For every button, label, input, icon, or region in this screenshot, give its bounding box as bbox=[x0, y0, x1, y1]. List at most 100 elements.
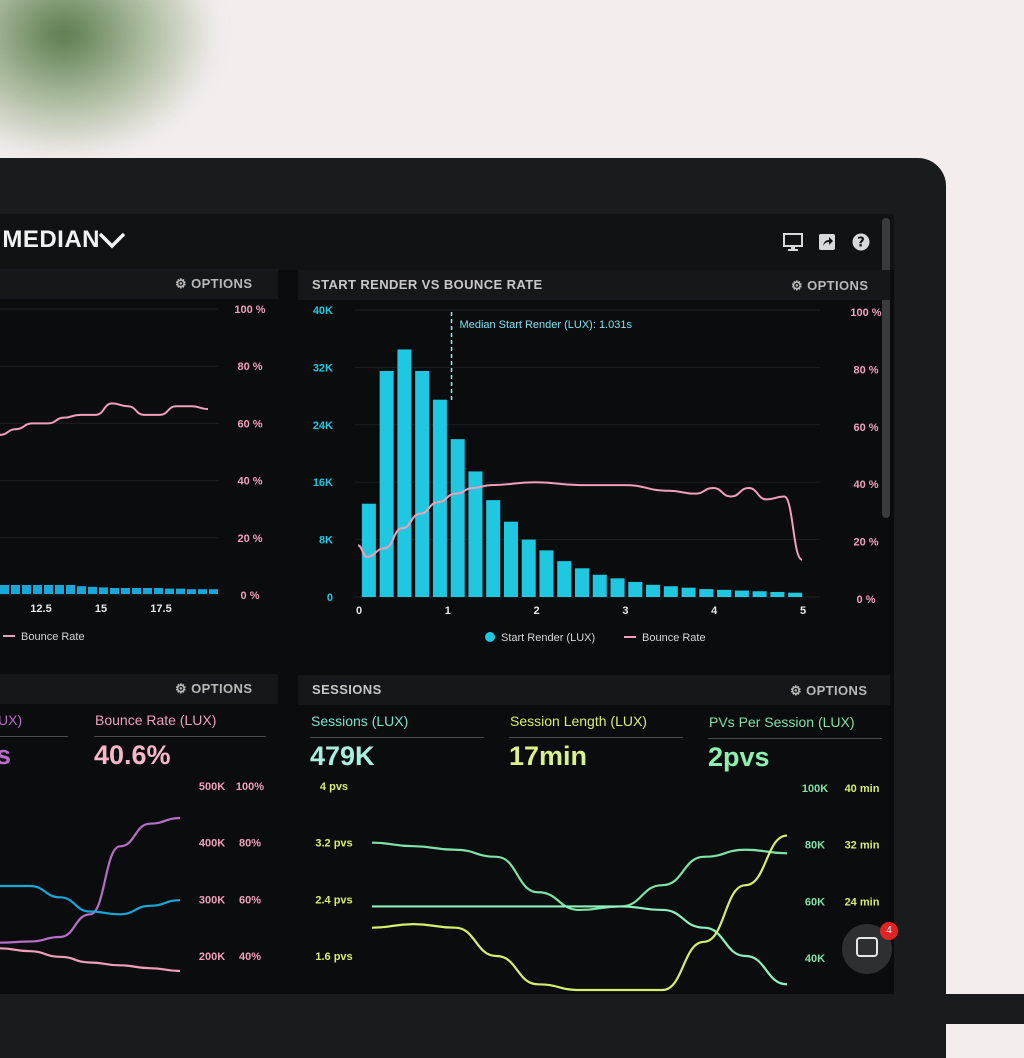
metric-value-pvs-per-session: 2pvs bbox=[708, 742, 770, 772]
bar bbox=[77, 586, 86, 594]
bar bbox=[176, 588, 185, 594]
y2-tick-label: 80% bbox=[239, 838, 261, 850]
median-label: Median Start Render (LUX): 1.031s bbox=[460, 319, 633, 331]
x-tick-label: 3 bbox=[622, 605, 628, 617]
options-button-sessions[interactable]: ⚙ OPTIONS bbox=[790, 683, 868, 698]
metric-label-pvs-per-session: PVs Per Session (LUX) bbox=[709, 714, 855, 730]
metric-divider bbox=[94, 736, 266, 737]
y2-tick-label: 60 % bbox=[853, 422, 878, 434]
metric-value-left-cut: s bbox=[0, 740, 12, 770]
bar bbox=[770, 591, 785, 597]
y2-tick-label: 60K bbox=[805, 896, 825, 908]
y-tick-label: 300K bbox=[199, 894, 225, 906]
y2-tick-label: 100 % bbox=[850, 307, 881, 319]
bar bbox=[788, 592, 803, 597]
bar bbox=[503, 521, 518, 597]
y2-tick-label: 0 % bbox=[241, 590, 260, 602]
panel-bar-render-bounce bbox=[298, 270, 890, 300]
bar bbox=[121, 588, 130, 594]
y-tick-label: 40K bbox=[313, 305, 333, 317]
dashboard-screen: G MEDIAN ? bbox=[0, 214, 894, 994]
y2-tick-label: 0 % bbox=[857, 594, 876, 606]
legend-label-bounce-rate: Bounce Rate bbox=[21, 631, 85, 643]
bar bbox=[397, 349, 412, 597]
metric-divider bbox=[509, 737, 683, 738]
monitor-icon[interactable] bbox=[782, 232, 804, 252]
bar bbox=[99, 587, 108, 594]
panel-bar-left-top bbox=[0, 269, 278, 299]
bar bbox=[55, 585, 64, 594]
x-tick-label: 12.5 bbox=[30, 603, 51, 615]
x-tick-label: 2 bbox=[534, 605, 540, 617]
svg-text:?: ? bbox=[857, 236, 865, 251]
y-tick-label: 4 pvs bbox=[320, 781, 348, 793]
metric-divider bbox=[708, 738, 882, 739]
chevron-down-icon[interactable] bbox=[96, 230, 128, 250]
y2-tick-label: 100K bbox=[802, 783, 828, 795]
y2-tick-label: 80 % bbox=[237, 361, 262, 373]
x-tick-label: 1 bbox=[445, 605, 451, 617]
series-line-mint bbox=[371, 905, 788, 986]
share-icon[interactable] bbox=[816, 232, 838, 252]
y2-tick-label: 60% bbox=[239, 894, 261, 906]
laptop-bottom-edge bbox=[0, 994, 1024, 1024]
y-tick-label: 3.2 pvs bbox=[315, 838, 352, 850]
y-tick-label: 2.4 pvs bbox=[315, 894, 352, 906]
bar bbox=[187, 589, 196, 594]
bar bbox=[592, 574, 607, 597]
bar bbox=[44, 585, 53, 594]
x-tick-label: 0 bbox=[356, 605, 362, 617]
bar bbox=[209, 589, 218, 594]
y2-tick-label: 40 % bbox=[237, 476, 262, 488]
x-tick-label: 15 bbox=[95, 603, 107, 615]
y2-tick-label: 80 % bbox=[853, 364, 878, 376]
y2-tick-label: 100% bbox=[236, 781, 264, 793]
y3-tick-label: 24 min bbox=[845, 896, 880, 908]
bar bbox=[66, 585, 75, 594]
help-icon[interactable]: ? bbox=[850, 232, 872, 252]
scrollbar[interactable] bbox=[882, 218, 890, 518]
bar bbox=[752, 591, 767, 597]
metric-label-left-cut: UX) bbox=[0, 712, 23, 728]
y2-tick-label: 40 % bbox=[853, 479, 878, 491]
bar bbox=[361, 503, 376, 597]
panel-bar-left-bottom bbox=[0, 674, 278, 704]
bar bbox=[521, 539, 536, 597]
bar bbox=[132, 588, 141, 594]
bar bbox=[699, 589, 714, 597]
y2-tick-label: 20 % bbox=[853, 537, 878, 549]
background-plant-blur bbox=[0, 0, 220, 160]
bar bbox=[379, 370, 394, 597]
y2-tick-label: 80K bbox=[805, 840, 825, 852]
metric-divider bbox=[310, 737, 484, 738]
bounce-rate-line bbox=[0, 402, 209, 436]
options-button-left-top[interactable]: ⚙ OPTIONS bbox=[175, 276, 253, 291]
y-tick-label: 500K bbox=[199, 781, 225, 793]
metric-value-session-length: 17min bbox=[509, 741, 588, 771]
bar bbox=[143, 588, 152, 594]
bar bbox=[432, 399, 447, 597]
notification-badge: 4 bbox=[880, 922, 898, 940]
y-tick-label: 24K bbox=[313, 420, 333, 432]
metric-label-bounce-rate: Bounce Rate (LUX) bbox=[95, 712, 217, 728]
metric-value-sessions: 479K bbox=[310, 741, 375, 771]
options-button-render-bounce[interactable]: ⚙ OPTIONS bbox=[791, 278, 869, 293]
y2-tick-label: 40K bbox=[805, 953, 825, 965]
legend-label-start-render: Start Render (LUX) bbox=[501, 632, 595, 644]
bar bbox=[539, 550, 554, 597]
y2-tick-label: 20 % bbox=[237, 533, 262, 545]
y-tick-label: 8K bbox=[319, 535, 333, 547]
y-tick-label: 16K bbox=[313, 477, 333, 489]
x-tick-label: 4 bbox=[711, 605, 718, 617]
options-button-left-bottom[interactable]: ⚙ OPTIONS bbox=[175, 681, 253, 696]
metric-divider bbox=[0, 736, 68, 737]
series-line-purple bbox=[0, 816, 181, 944]
y2-tick-label: 100 % bbox=[234, 304, 265, 316]
bar bbox=[557, 561, 572, 597]
bar bbox=[575, 568, 589, 597]
bar bbox=[681, 587, 696, 597]
bar bbox=[154, 588, 163, 594]
series-line-green bbox=[371, 841, 788, 912]
bar bbox=[628, 581, 643, 597]
